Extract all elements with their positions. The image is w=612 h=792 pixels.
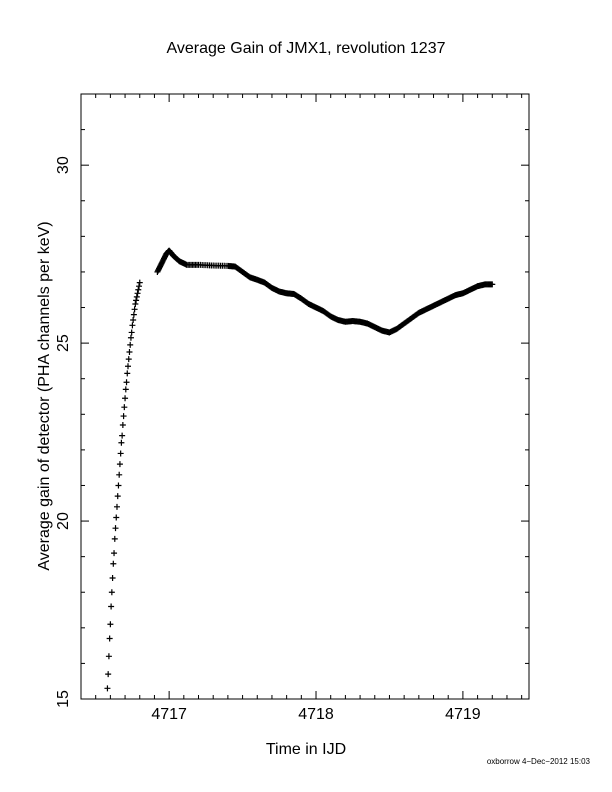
data-point: [117, 450, 124, 457]
y-tick-label: 30: [55, 156, 72, 174]
x-tick-label: 4719: [445, 706, 481, 723]
data-point: [122, 386, 129, 393]
y-axis-label: Average gain of detector (PHA channels p…: [36, 221, 53, 570]
data-point: [127, 341, 134, 348]
data-point: [109, 575, 116, 581]
data-point: [107, 621, 114, 628]
data-point: [134, 290, 141, 297]
x-tick-label: 4718: [298, 706, 334, 723]
data-point: [105, 653, 112, 660]
data-point: [135, 286, 142, 293]
footer-credit: oxborrow 4−Dec−2012 15:03: [486, 757, 590, 766]
data-point: [130, 316, 137, 323]
data-point: [115, 482, 122, 489]
x-tick-label: 4717: [151, 706, 187, 723]
data-point: [122, 395, 129, 402]
data-point: [129, 322, 136, 329]
data-point: [127, 334, 134, 341]
data-point: [106, 635, 113, 642]
data-point: [112, 525, 119, 532]
data-point: [133, 293, 140, 300]
data-point: [125, 356, 132, 363]
data-point: [126, 349, 133, 356]
chart-title: Average Gain of JMX1, revolution 1237: [167, 40, 446, 57]
data-point: [125, 363, 132, 370]
data-point: [131, 306, 138, 313]
data-point: [110, 560, 117, 567]
data-point: [132, 300, 139, 307]
data-point: [113, 514, 120, 521]
data-point: [120, 413, 127, 420]
axis-ticks: [80, 93, 529, 700]
data-point: [123, 379, 130, 386]
data-point: [116, 471, 123, 478]
data-point: [130, 311, 137, 318]
data-point: [136, 283, 143, 290]
y-tick-label: 15: [55, 690, 72, 708]
data-point: [119, 432, 126, 439]
data-point: [108, 603, 115, 610]
data-point: [133, 297, 140, 304]
data-point: [119, 421, 126, 428]
data-point: [111, 535, 118, 542]
y-tick-label: 20: [55, 512, 72, 530]
data-point: [489, 281, 496, 288]
tick-labels: 15 20 25 30 4717 4718 4719: [55, 156, 481, 723]
data-point: [105, 671, 112, 678]
data-point: [111, 550, 118, 557]
plot-frame: [80, 93, 530, 700]
data-point: [104, 685, 111, 692]
data-point: [116, 461, 123, 468]
data-point: [136, 279, 143, 286]
data-point: [114, 493, 121, 500]
data-point: [124, 370, 131, 377]
data-point: [118, 439, 125, 446]
data-points: [104, 247, 496, 692]
x-axis-label: Time in IJD: [266, 741, 346, 758]
data-point: [128, 329, 135, 336]
data-point: [108, 589, 115, 596]
data-point: [121, 404, 128, 411]
y-tick-label: 25: [55, 334, 72, 352]
data-point: [113, 503, 120, 510]
